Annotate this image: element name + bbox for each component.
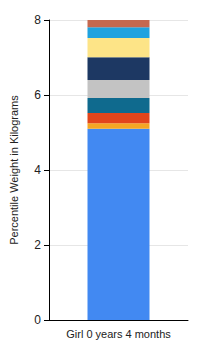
svg-text:Girl 0 years 4 months: Girl 0 years 4 months — [66, 328, 171, 340]
svg-text:4: 4 — [34, 163, 41, 177]
svg-text:6: 6 — [34, 88, 41, 102]
svg-text:0: 0 — [34, 313, 41, 327]
svg-text:2: 2 — [34, 238, 41, 252]
svg-text:Percentile Weight in Kilograms: Percentile Weight in Kilograms — [8, 95, 20, 245]
svg-text:8: 8 — [34, 13, 41, 27]
